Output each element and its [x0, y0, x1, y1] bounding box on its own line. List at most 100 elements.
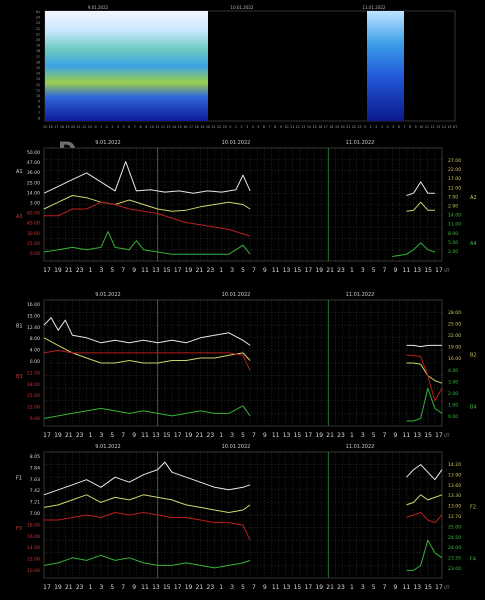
spectrogram-x-tick: 15 [447, 125, 451, 129]
spectrogram-x-tick: 4 [387, 125, 389, 129]
spectrogram-x-tick: 0 [364, 125, 366, 129]
left-axis-tick: 8.05 [30, 454, 40, 460]
right-axis-name-1: A2 [470, 195, 477, 201]
right-axis-tick: 7.00 [448, 194, 458, 200]
right-axis-tick: 2.00 [448, 249, 458, 255]
series-line-yellow [406, 362, 443, 384]
spectrogram-x-tick: 6 [128, 125, 130, 129]
left-axis-tick: 12.00 [27, 405, 40, 411]
x-axis-tick: 21 [65, 267, 73, 274]
x-axis-unit: UT [444, 433, 450, 438]
spectrogram-x-tick: 1 [235, 125, 237, 129]
spectrogram-x-tick: 2 [241, 125, 243, 129]
spectrogram-x-tick: 3 [381, 125, 383, 129]
right-axis-tick: 2.00 [448, 391, 458, 397]
right-axis-name-2: F4 [470, 556, 476, 562]
right-axis-tick: 23.50 [448, 556, 461, 562]
x-axis-unit: UT [444, 585, 450, 590]
x-axis-tick: 11 [403, 267, 411, 274]
series-line-green [43, 554, 251, 569]
spectrogram-x-tick: 21 [211, 125, 215, 129]
left-axis-name-2: B3 [16, 374, 23, 380]
right-axis-tick: 0.00 [448, 414, 458, 420]
x-axis-tick: 1 [219, 267, 223, 274]
spectrogram-date-1: 9.01.2022 [88, 5, 109, 10]
spectrogram-x-tick: 19 [335, 125, 339, 129]
panel-date-label: 10.01.2022 [222, 292, 251, 298]
right-axis-name-1: B2 [470, 353, 477, 359]
spectrogram-x-tick: 11 [155, 125, 159, 129]
spectrogram-x-tick: 23 [88, 125, 92, 129]
right-axis-tick: 27.00 [448, 158, 461, 164]
x-axis-tick: 13 [152, 584, 160, 591]
right-axis-tick: 8.00 [448, 231, 458, 237]
x-axis-tick: 17 [435, 267, 443, 274]
spectrogram-x-tick: 12 [431, 125, 435, 129]
x-axis-tick: 23 [76, 432, 84, 439]
spectrogram-x-tick: 9 [280, 125, 282, 129]
left-axis-tick: 12.40 [27, 325, 40, 331]
right-axis-tick: 19.00 [448, 345, 461, 351]
series-line-white [43, 317, 251, 346]
spectrogram-x-tick: 11 [290, 125, 294, 129]
spectrogram-x-tick: 14 [307, 125, 311, 129]
spectrogram-y-tick: 20 [36, 38, 40, 42]
spectrogram-x-tick: UT [453, 125, 457, 129]
left-axis-tick: 21.00 [27, 370, 40, 376]
spectrogram-x-tick: 10 [419, 125, 423, 129]
spectrogram-x-tick: 9 [145, 125, 147, 129]
series-line-red [43, 349, 251, 371]
spectrogram-y-tick: Hz [36, 10, 40, 14]
x-axis-tick: 19 [54, 267, 62, 274]
x-axis-tick: 23 [337, 267, 345, 274]
right-axis-tick: 13.00 [448, 504, 461, 510]
spectrogram-x-tick: 8 [274, 125, 276, 129]
series-line-red [44, 201, 251, 237]
left-axis-tick: 50.00 [27, 150, 40, 156]
x-axis-tick: 13 [152, 432, 160, 439]
x-axis-tick: 11 [141, 584, 149, 591]
spectrogram-x-tick: 17 [54, 125, 58, 129]
left-axis-tick: 7.42 [30, 488, 40, 494]
x-axis-tick: 9 [263, 432, 267, 439]
x-axis-tick: 11 [403, 584, 411, 591]
series-line-white [406, 464, 443, 481]
left-axis-tick: 0.00 [30, 251, 40, 257]
x-axis-tick: 1 [89, 584, 93, 591]
spectrogram-x-tick: 6 [398, 125, 400, 129]
right-axis-tick: 16.00 [448, 356, 461, 362]
spectrogram-y-tick: 11 [36, 88, 40, 92]
x-axis-tick: 15 [294, 432, 302, 439]
x-axis-tick: 1 [350, 584, 354, 591]
x-axis-tick: 11 [141, 432, 149, 439]
x-axis-tick: 7 [252, 584, 256, 591]
x-axis-tick: 1 [219, 432, 223, 439]
spectrogram-y-tick: 17 [36, 55, 40, 59]
spectrogram-x-tick: 0 [95, 125, 97, 129]
x-axis-tick: 5 [241, 432, 245, 439]
panel-date-label: 9.01.2022 [95, 292, 120, 298]
panel-date-label: 10.01.2022 [222, 444, 251, 450]
spectrogram-x-tick: 20 [71, 125, 75, 129]
left-axis-tick: 15.00 [27, 241, 40, 247]
series-line-yellow [43, 494, 251, 513]
spectrogram-x-tick: 1 [370, 125, 372, 129]
x-axis-tick: 21 [65, 432, 73, 439]
x-axis-tick: 19 [315, 584, 323, 591]
x-axis-tick: 3 [230, 432, 234, 439]
spectrogram-date-2: 10.01.2022 [231, 5, 254, 10]
x-axis-tick: 9 [394, 432, 398, 439]
series-line-white [43, 161, 251, 194]
x-axis-tick: 1 [219, 584, 223, 591]
spectrogram-date-3: 11.01.2022 [363, 5, 386, 10]
spectrogram-x-tick: 2 [106, 125, 108, 129]
left-axis-tick: 8.00 [30, 336, 40, 342]
spectrogram-x-tick: 23 [357, 125, 361, 129]
series-line-green [392, 242, 436, 257]
left-axis-tick: 9.00 [30, 416, 40, 422]
x-axis-tick: 23 [337, 584, 345, 591]
x-axis-tick: 13 [413, 267, 421, 274]
x-axis-tick: 13 [283, 432, 291, 439]
x-axis-tick: 19 [54, 432, 62, 439]
